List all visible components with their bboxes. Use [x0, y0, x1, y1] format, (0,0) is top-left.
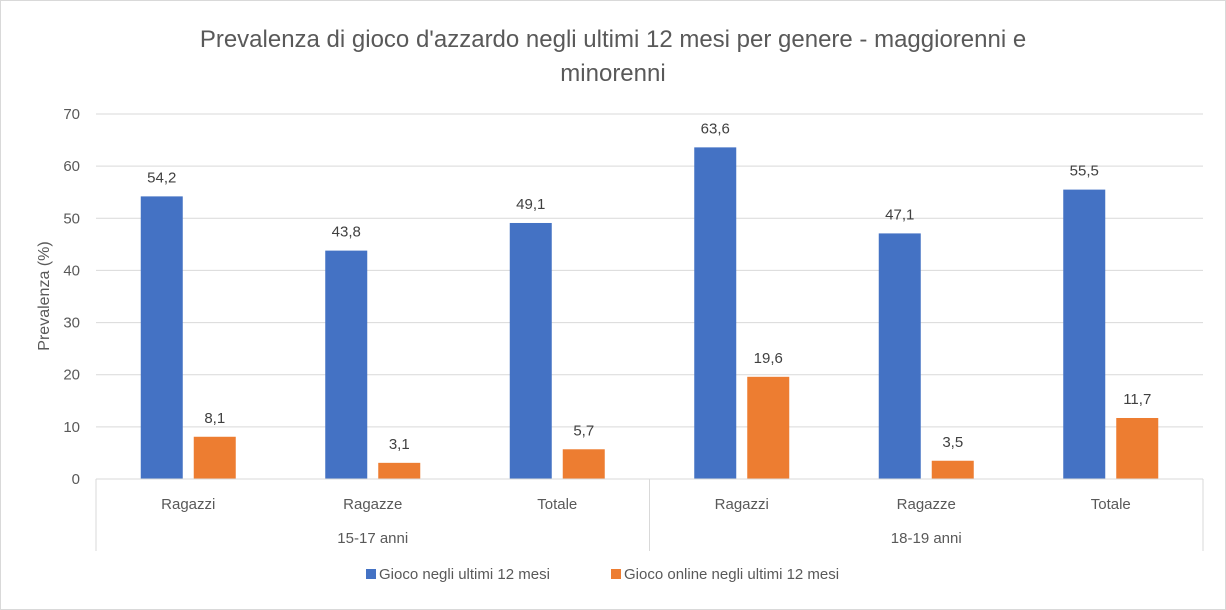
y-tick-label: 10: [63, 419, 80, 436]
bar: [378, 462, 421, 479]
bar: [193, 436, 236, 479]
bar: [931, 460, 974, 479]
bar: [1063, 189, 1106, 479]
x-tick-label: Totale: [537, 496, 577, 513]
data-label: 47,1: [885, 206, 914, 223]
x-tick-label: Ragazzi: [715, 496, 769, 513]
data-label: 8,1: [204, 410, 225, 427]
legend-swatch: [611, 569, 621, 579]
y-tick-label: 40: [63, 262, 80, 279]
data-label: 3,1: [389, 436, 410, 453]
data-label: 43,8: [332, 224, 361, 241]
bar: [325, 250, 368, 479]
data-label: 54,2: [147, 169, 176, 186]
chart-title-line-2: minorenni: [560, 60, 665, 87]
bars: 54,2 8,1 43,8 3,1 49,1 5,7 63,6 19,6 47,1 3,5 55,5…: [140, 120, 1159, 479]
x-axis: Ragazzi Ragazze Totale 15-17 anni Ragazzi Rag…: [95, 478, 1204, 551]
y-tick-label: 30: [63, 315, 80, 332]
chart-title-line-1: Prevalenza di gioco d'azzardo negli ulti…: [200, 26, 1026, 53]
legend-entry: Gioco negli ultimi 12 mesi: [379, 566, 550, 583]
y-tick-label: 50: [63, 210, 80, 227]
bar: [747, 376, 790, 479]
bar: [1116, 417, 1159, 479]
bar: [509, 222, 552, 479]
bar: [878, 233, 921, 479]
x-tick-label: Totale: [1091, 496, 1131, 513]
y-tick-label: 70: [63, 106, 80, 123]
data-label: 11,7: [1123, 391, 1151, 408]
y-tick-label: 60: [63, 158, 80, 175]
x-tick-label: Ragazze: [897, 496, 956, 513]
y-tick-label: 20: [63, 367, 80, 384]
bar: [140, 196, 183, 479]
data-label: 63,6: [701, 120, 730, 137]
bar: [562, 449, 605, 479]
data-label: 3,5: [942, 434, 963, 451]
x-tick-label: Ragazzi: [161, 496, 215, 513]
data-label: 55,5: [1070, 163, 1099, 180]
legend: Gioco negli ultimi 12 mesi Gioco online n…: [366, 566, 839, 583]
data-label: 49,1: [516, 196, 545, 213]
x-tick-label: Ragazze: [343, 496, 402, 513]
y-tick-label: 0: [72, 471, 80, 488]
data-label: 5,7: [573, 422, 594, 439]
x-group-label: 18-19 anni: [891, 530, 962, 547]
legend-swatch: [366, 569, 376, 579]
bar: [694, 147, 737, 479]
data-label: 19,6: [754, 350, 783, 367]
gridlines: 0 10 20 30 40 50 60 70: [63, 106, 1203, 488]
legend-entry: Gioco online negli ultimi 12 mesi: [624, 566, 839, 583]
x-group-label: 15-17 anni: [337, 530, 408, 547]
y-axis-label: Prevalenza (%): [36, 241, 53, 350]
